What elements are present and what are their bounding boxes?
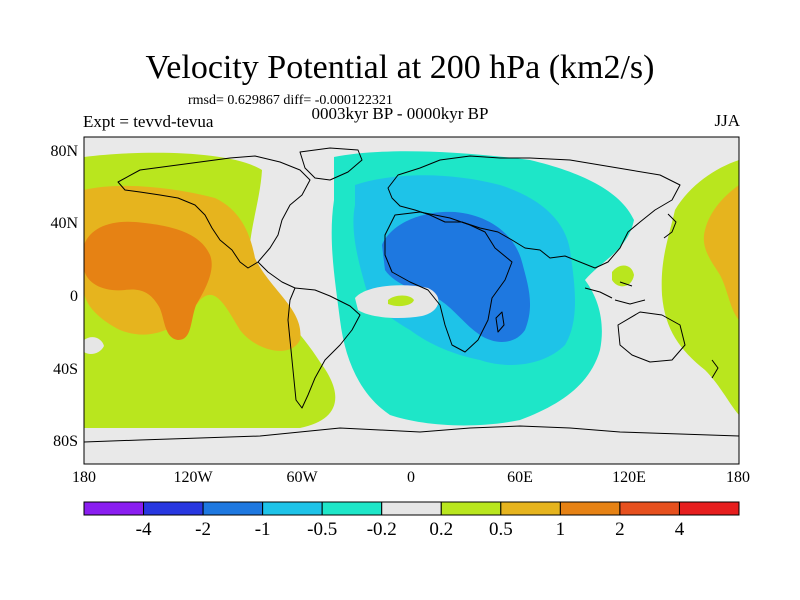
contour-band-chile-neutral: [84, 337, 104, 354]
colorbar-swatch: [559, 501, 621, 516]
season-label: JJA: [714, 111, 740, 130]
y-tick-label: 0: [70, 288, 78, 305]
x-tick-label: 180: [72, 469, 96, 486]
y-tick-label: 80S: [53, 433, 78, 450]
colorbar-label: 0.2: [429, 519, 453, 540]
colorbar-swatch: [619, 501, 680, 516]
colorbar-label: -1: [255, 519, 271, 540]
coastline-central-america: [257, 261, 296, 289]
coastline-australia: [617, 311, 686, 363]
coastlines: [84, 147, 739, 443]
map-frame: [83, 136, 740, 465]
colorbar-label: -2: [195, 519, 211, 540]
colorbar-swatch: [202, 501, 264, 516]
coastline-north-america: [117, 155, 311, 269]
x-tick-label: 180: [726, 469, 750, 486]
coastline-madagascar: [495, 311, 505, 333]
colorbar-swatch: [500, 501, 561, 516]
colorbar-swatch: [440, 501, 502, 516]
colorbar-label: 2: [615, 519, 625, 540]
rmsd-diff-stats: rmsd= 0.629867 diff= -0.000122321: [188, 93, 393, 108]
colorbar-swatch: [678, 501, 740, 516]
experiment-label: Expt = tevvd-tevua: [83, 112, 214, 131]
x-axis-labels: 180 120W 60W 0 60E 120E 180: [72, 469, 750, 486]
colorbar-swatch: [381, 501, 442, 516]
coastline-indonesia: [584, 281, 646, 305]
coastline-antarctica: [84, 425, 739, 443]
y-tick-label: 40N: [50, 215, 78, 232]
contour-band-pacific-1: [84, 221, 212, 340]
contour-band-philippines-0.2: [612, 265, 634, 287]
coastline-greenland: [299, 147, 363, 181]
coastline-new-zealand: [711, 359, 719, 379]
colorbar-swatch: [321, 501, 383, 516]
colorbar-label: 4: [675, 519, 685, 540]
colorbar-label: 1: [556, 519, 566, 540]
contour-band-wpacific-0.5: [703, 185, 739, 320]
coastline-japan: [663, 213, 677, 239]
contour-field: [84, 137, 739, 464]
colorbar-label: -0.2: [367, 519, 397, 540]
y-axis-labels: 80N 40N 0 40S 80S: [50, 143, 78, 450]
y-tick-label: 40S: [53, 361, 78, 378]
coastline-africa: [384, 211, 513, 353]
colorbar-label: -4: [136, 519, 152, 540]
map-title: Velocity Potential at 200 hPa (km2/s): [145, 49, 655, 86]
colorbar-label: 0.5: [489, 519, 513, 540]
colorbar-swatch: [83, 501, 145, 516]
coastline-south-america: [287, 287, 361, 409]
coastline-eurasia: [387, 155, 681, 269]
contour-band-atlantic-0.2: [388, 295, 414, 307]
period-label: 0003kyr BP - 0000kyr BP: [311, 104, 489, 123]
colorbar-swatch: [143, 501, 204, 516]
colorbar: -4 -2 -1 -0.5 -0.2 0.2 0.5 1 2 4: [83, 501, 740, 540]
x-tick-label: 120E: [612, 469, 646, 486]
y-tick-label: 80N: [50, 143, 78, 160]
x-tick-label: 120W: [173, 469, 213, 486]
x-tick-label: 0: [407, 469, 415, 486]
colorbar-swatch: [262, 501, 323, 516]
x-tick-label: 60W: [286, 469, 318, 486]
x-tick-label: 60E: [507, 469, 533, 486]
colorbar-label: -0.5: [307, 519, 337, 540]
